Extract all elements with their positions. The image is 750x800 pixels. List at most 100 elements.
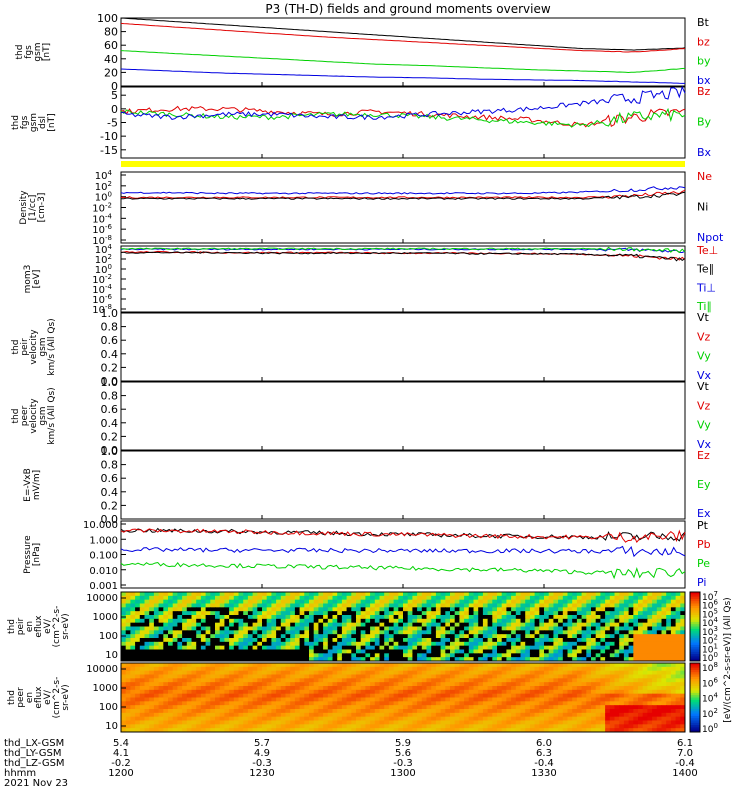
spectrogram-cell [412, 674, 418, 679]
spectrogram-cell [370, 666, 376, 672]
spectrogram-cell [525, 611, 531, 616]
spectrogram-cell [562, 712, 568, 718]
spectrogram-cell [478, 678, 484, 683]
spectrogram-cell [252, 615, 258, 620]
spectrogram-cell [125, 615, 131, 620]
spectrogram-cell [666, 603, 672, 608]
spectrogram-cell [628, 618, 634, 624]
spectrogram-cell [407, 724, 413, 729]
spectrogram-cell [158, 653, 164, 658]
spectrogram-cell [238, 712, 244, 718]
spectrogram-cell [675, 630, 681, 635]
spectrogram-cell [459, 641, 465, 647]
spectrogram-cell [182, 724, 188, 729]
colorbar-cell [690, 679, 700, 682]
spectrogram-cell [497, 626, 503, 631]
spectrogram-cell [388, 701, 395, 706]
spectrogram-cell [506, 634, 512, 639]
spectrogram-cell [388, 599, 395, 604]
spectrogram-cell [661, 626, 667, 631]
spectrogram-cell [200, 638, 207, 643]
spectrogram-cell [515, 666, 521, 672]
spectrogram-cell [351, 638, 357, 643]
spectrogram-cell [229, 701, 235, 706]
spectrogram-cell [365, 592, 371, 597]
spectrogram-cell [558, 663, 564, 668]
spectrogram-cell [257, 618, 263, 624]
spectrogram-cell [313, 638, 319, 643]
spectrogram-cell [332, 728, 338, 733]
spectrogram-cell [370, 728, 376, 733]
spectrogram-cell [149, 682, 155, 687]
spectrogram-cell [172, 720, 178, 725]
spectrogram-cell [341, 663, 348, 668]
spectrogram-cell [661, 728, 667, 733]
spectrogram-cell [210, 622, 216, 627]
spectrogram-cell [276, 630, 282, 635]
spectrogram-cell [374, 693, 380, 698]
spectrogram-cell [290, 641, 296, 647]
spectrogram-cell [473, 716, 479, 721]
x-row-label: thd_LX-GSM [4, 738, 64, 749]
spectrogram-cell [576, 649, 583, 654]
spectrogram-cell [670, 622, 677, 627]
spectrogram-cell [609, 653, 615, 658]
spectrogram-cell [642, 615, 648, 620]
spectrogram-cell [323, 657, 329, 662]
spectrogram-cell [130, 595, 136, 601]
spectrogram-cell [591, 693, 597, 698]
spectrogram-cell [421, 653, 427, 658]
spectrogram-cell [666, 693, 672, 698]
spectrogram-cell [459, 705, 465, 710]
spectrogram-cell [562, 599, 568, 604]
spectrogram-cell [252, 689, 258, 695]
y-label-line: peir [20, 338, 30, 356]
spectrogram-cell [318, 682, 324, 687]
spectrogram-cell [431, 638, 437, 643]
spectrogram-cell [511, 630, 517, 635]
spectrogram-cell [435, 712, 442, 718]
spectrogram-cell [182, 641, 188, 647]
spectrogram-cell [266, 653, 272, 658]
spectrogram-cell [196, 603, 202, 608]
spectrogram-cell [346, 618, 352, 624]
spectrogram-cell [163, 592, 169, 597]
spectrogram-cell [168, 611, 174, 616]
spectrogram-cell [374, 705, 380, 710]
spectrogram-cell [534, 670, 540, 675]
spectrogram-cell [262, 649, 268, 654]
colorbar-frame [689, 591, 701, 662]
spectrogram-cell [656, 622, 662, 627]
spectrogram-cell [341, 618, 348, 624]
y-tick-label: 0.001 [89, 581, 118, 592]
spectrogram-cell [576, 720, 583, 725]
spectrogram-cell [656, 626, 662, 631]
spectrogram-cell [431, 674, 437, 679]
spectrogram-cell [426, 599, 432, 604]
spectrogram-cell [337, 705, 343, 710]
spectrogram-cell [130, 622, 136, 627]
spectrogram-cell [285, 716, 291, 721]
spectrogram-cell [215, 611, 221, 616]
spectrogram-cell [623, 611, 630, 616]
spectrogram-cell [374, 724, 380, 729]
spectrogram-cell [544, 666, 550, 672]
spectrogram-cell [186, 728, 192, 733]
spectrogram-cell [276, 693, 282, 698]
colorbar-cell [690, 642, 700, 646]
spectrogram-cell [205, 592, 211, 597]
spectrogram-cell [562, 666, 568, 672]
spectrogram-cell [247, 682, 254, 687]
colorbar-cell [690, 695, 700, 698]
spectrogram-cell [525, 674, 531, 679]
spectrogram-cell [351, 705, 357, 710]
spectrogram-cell [623, 674, 630, 679]
spectrogram-cell [623, 607, 630, 612]
spectrogram-cell [548, 724, 554, 729]
spectrogram-cell [492, 630, 498, 635]
spectrogram-cell [426, 641, 432, 647]
spectrogram-cell [294, 701, 301, 706]
spectrogram-cell [346, 712, 352, 718]
spectrogram-cell [421, 649, 427, 654]
spectrogram-cell [666, 712, 672, 718]
